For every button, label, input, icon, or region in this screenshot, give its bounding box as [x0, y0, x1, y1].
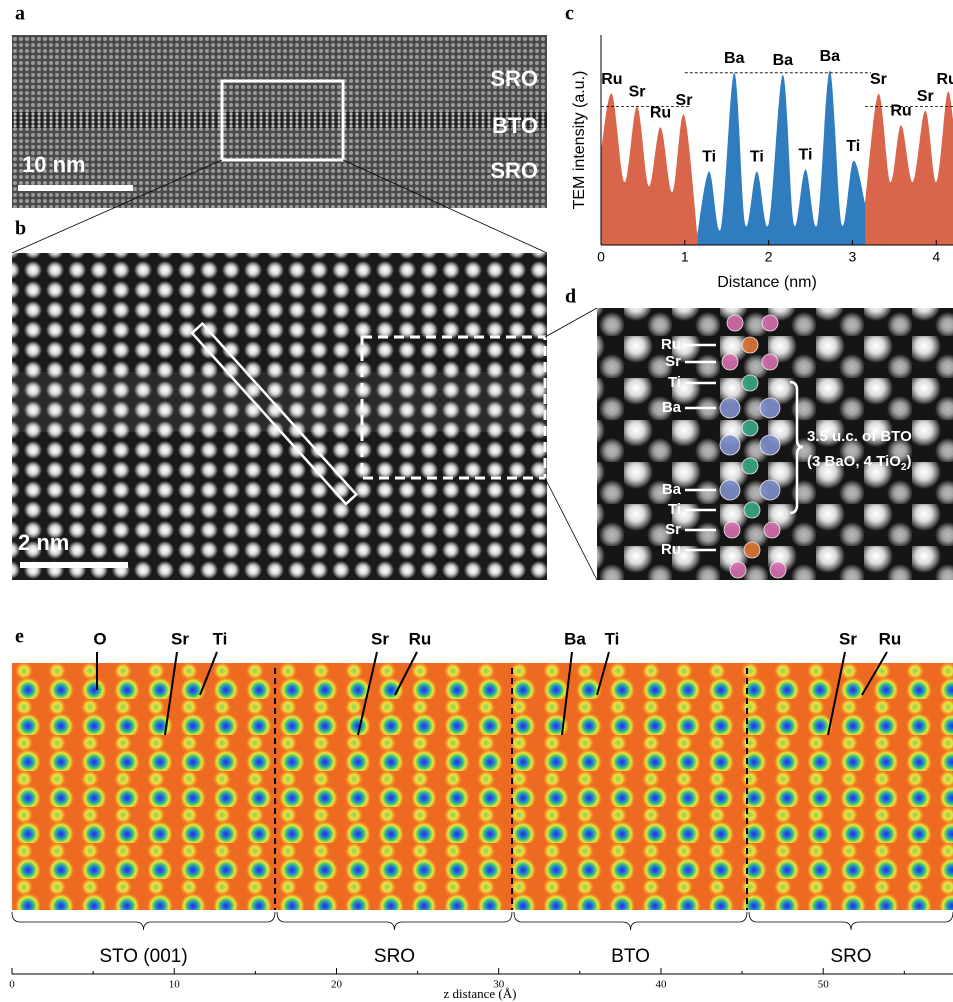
scale-bar	[20, 562, 128, 568]
peak-label: Sr	[676, 92, 693, 109]
peak-label: Sr	[629, 84, 646, 101]
region-label: STO (001)	[99, 946, 187, 967]
atom-label: Sr	[171, 629, 189, 648]
atom	[762, 354, 778, 370]
y-axis-label: TEM intensity (a.u.)	[571, 71, 588, 210]
peak-label: Ba	[773, 52, 794, 69]
region-label: SRO	[830, 946, 871, 967]
annotation-part: (3 BaO, 4 TiO	[807, 453, 901, 470]
zoom-line	[545, 478, 597, 580]
scale-label: 10 nm	[22, 152, 86, 177]
x-tick-label: 10	[169, 979, 181, 991]
zoom-line	[545, 308, 597, 337]
atom	[744, 542, 760, 558]
atom	[742, 337, 758, 353]
peak-label: Ti	[799, 147, 813, 164]
area	[697, 71, 865, 245]
atom	[742, 420, 758, 436]
annotation: (3 BaO, 4 TiO2)	[807, 453, 911, 473]
region-label: BTO	[611, 946, 650, 967]
peak-label: Sr	[870, 71, 887, 88]
atom-label: Ti	[605, 629, 620, 648]
x-tick-label: 0	[9, 979, 15, 991]
peak-label: Ba	[724, 50, 745, 67]
scale-label: 2 nm	[18, 530, 69, 555]
layer-label: SRO	[490, 66, 538, 91]
atom-label: Sr	[839, 629, 857, 648]
atom-label: Sr	[665, 521, 681, 538]
atom-label: Ba	[662, 399, 682, 416]
atom	[722, 354, 738, 370]
atom	[762, 315, 778, 331]
panel-label: d	[565, 286, 576, 308]
atom-label: Ba	[662, 481, 682, 498]
atom	[720, 435, 740, 455]
atom-label: Sr	[371, 629, 389, 648]
atom	[742, 375, 758, 391]
atom-label: Ti	[213, 629, 228, 648]
atom-label: Sr	[665, 353, 681, 370]
atom	[720, 480, 740, 500]
x-tick-label: 3	[849, 249, 857, 265]
peak-label: Ti	[702, 149, 716, 166]
region-label: SRO	[374, 946, 415, 967]
x-tick-label: 4	[932, 249, 940, 265]
atom	[744, 502, 760, 518]
x-tick-label: 40	[655, 979, 667, 991]
brace	[749, 912, 953, 930]
peak-label: Ti	[750, 149, 764, 166]
peak-label: Ru	[890, 103, 911, 120]
brace	[12, 912, 275, 930]
atom-label: Ru	[409, 629, 432, 648]
x-tick-label: 0	[597, 249, 605, 265]
bto-band	[12, 112, 547, 128]
brace	[514, 912, 747, 930]
atom	[764, 522, 780, 538]
atom	[730, 562, 746, 578]
atom-label: O	[93, 629, 106, 648]
bto-band	[12, 372, 547, 432]
atom	[720, 398, 740, 418]
atom	[724, 522, 740, 538]
annotation: 3.5 u.c. of BTO	[807, 428, 912, 445]
figure: aSROBTOSRO10 nmb2 nmcRuSrRuSrTiBaTiBaTiB…	[0, 0, 953, 1002]
atom-label: Ba	[564, 629, 586, 648]
x-tick-label: 2	[765, 249, 773, 265]
atom-label: Ti	[668, 501, 681, 518]
layer-label: BTO	[492, 113, 538, 138]
potential-map	[12, 663, 953, 910]
peak-label: Ru	[650, 105, 671, 122]
atom-label: Ti	[668, 374, 681, 391]
atom	[770, 562, 786, 578]
atom	[760, 398, 780, 418]
brace	[277, 912, 512, 930]
x-tick-label: 50	[818, 979, 830, 991]
atom-label: Ru	[661, 336, 681, 353]
layer-label: SRO	[490, 158, 538, 183]
atom	[760, 435, 780, 455]
panel-label: c	[565, 3, 574, 25]
panel-label: b	[15, 218, 26, 240]
x-tick-label: 1	[681, 249, 689, 265]
scale-bar	[18, 185, 133, 191]
x-axis-label: Distance (nm)	[717, 274, 817, 291]
panel-label: e	[15, 626, 24, 648]
x-axis-label: z distance (Å)	[444, 986, 517, 1001]
atom	[727, 315, 743, 331]
annotation-part: )	[906, 453, 911, 470]
peak-label: Sr	[917, 88, 934, 105]
x-tick-label: 20	[331, 979, 343, 991]
peak-label: Ti	[846, 138, 860, 155]
peak-label: Ba	[820, 48, 841, 65]
atom-label: Ru	[661, 541, 681, 558]
atom-label: Ru	[879, 629, 902, 648]
atom	[760, 480, 780, 500]
atom	[742, 458, 758, 474]
panel-label: a	[15, 3, 25, 25]
peak-label: Ru	[936, 71, 953, 88]
peak-label: Ru	[601, 71, 622, 88]
